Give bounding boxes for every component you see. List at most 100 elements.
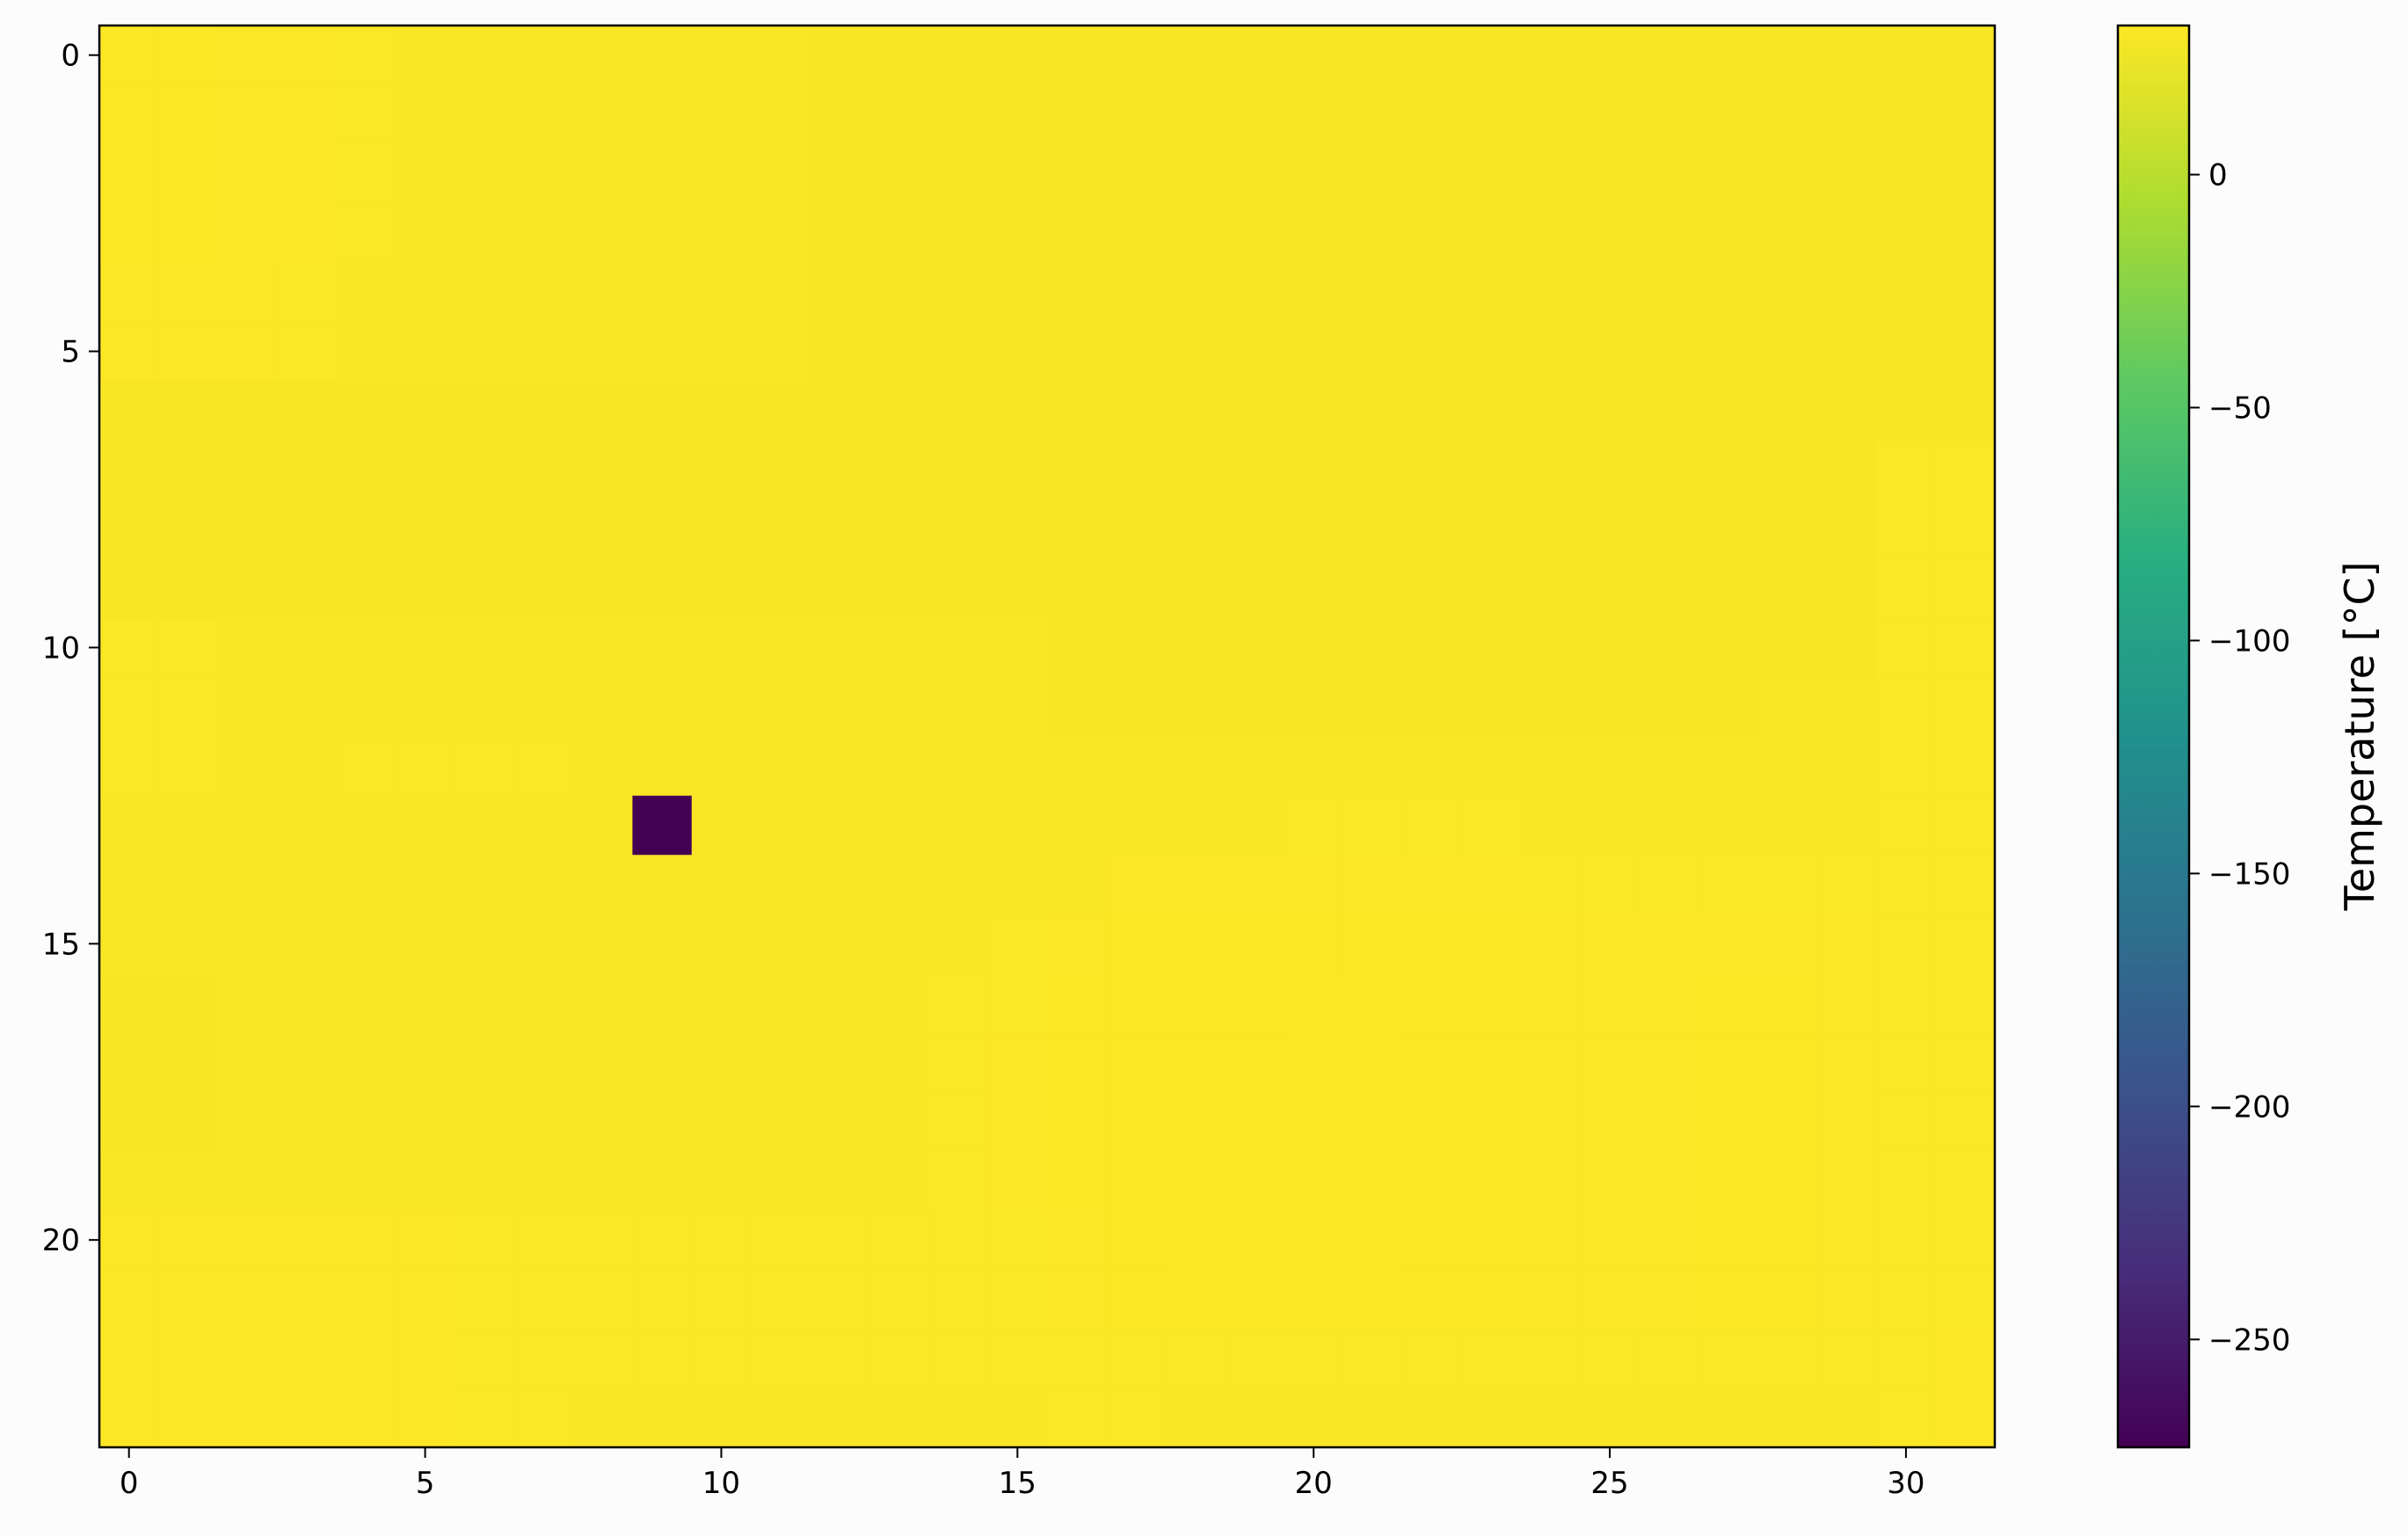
- heatmap-cell: [1342, 1388, 1403, 1448]
- heatmap-cell: [928, 25, 989, 85]
- heatmap-cell: [928, 381, 989, 441]
- heatmap-cell: [987, 25, 1048, 85]
- heatmap-cell: [810, 381, 870, 441]
- heatmap-cell: [1284, 855, 1344, 915]
- heatmap-cell: [1580, 1091, 1640, 1152]
- heatmap-cell: [1461, 84, 1522, 145]
- heatmap-cell: [869, 855, 929, 915]
- heatmap-cell: [1699, 143, 1759, 204]
- heatmap-cell: [1047, 25, 1107, 85]
- heatmap-cell: [691, 677, 752, 738]
- heatmap-cell: [928, 321, 989, 382]
- heatmap-cell: [158, 1269, 219, 1329]
- heatmap-cell: [1461, 1388, 1522, 1448]
- heatmap-cell: [158, 855, 219, 915]
- heatmap-cell: [1165, 84, 1226, 145]
- heatmap-cell: [217, 84, 278, 145]
- heatmap-cell: [1639, 321, 1699, 382]
- heatmap-cell: [1461, 1210, 1522, 1271]
- heatmap-cell: [632, 855, 693, 915]
- heatmap-cell: [928, 143, 989, 204]
- heatmap-cell: [632, 25, 693, 85]
- heatmap-cell: [1876, 1269, 1937, 1329]
- heatmap-cell: [1580, 499, 1640, 559]
- colorbar-tick-label: 0: [2208, 158, 2228, 193]
- heatmap-cell: [1816, 677, 1877, 738]
- heatmap-cell: [1757, 677, 1818, 738]
- heatmap-cell: [158, 914, 219, 974]
- heatmap-cell: [1521, 677, 1581, 738]
- heatmap-cell: [751, 381, 811, 441]
- heatmap-cell: [1047, 1032, 1107, 1093]
- heatmap-cell: [1225, 1151, 1285, 1212]
- heatmap-cell: [691, 914, 752, 974]
- heatmap-cell: [691, 262, 752, 323]
- heatmap-cell: [1521, 1032, 1581, 1093]
- heatmap-cell: [1461, 617, 1522, 678]
- heatmap-cell: [158, 617, 219, 678]
- heatmap-cell: [1876, 262, 1937, 323]
- heatmap-cell: [1521, 558, 1581, 619]
- heatmap-cell: [573, 1329, 633, 1389]
- heatmap-cell: [1580, 440, 1640, 500]
- heatmap-cell: [1935, 1151, 1996, 1212]
- heatmap-cell: [632, 914, 693, 974]
- heatmap-cell: [1284, 203, 1344, 264]
- heatmap-cell: [1639, 1329, 1699, 1389]
- heatmap-cell: [99, 1151, 159, 1212]
- heatmap-cell: [513, 440, 574, 500]
- heatmap-cell: [158, 143, 219, 204]
- heatmap-cell: [1757, 1210, 1818, 1271]
- heatmap-cell: [1876, 1210, 1937, 1271]
- heatmap-cell: [1935, 973, 1996, 1033]
- heatmap-cell: [691, 381, 752, 441]
- heatmap-cell: [928, 1329, 989, 1389]
- heatmap-cell: [1521, 973, 1581, 1033]
- heatmap-cell: [1876, 1329, 1937, 1389]
- heatmap-cell: [691, 1151, 752, 1212]
- heatmap-cell: [1639, 84, 1699, 145]
- heatmap-cell: [987, 558, 1048, 619]
- heatmap-cell: [158, 1329, 219, 1389]
- heatmap-cell: [1402, 1388, 1463, 1448]
- heatmap-cell: [1521, 855, 1581, 915]
- heatmap-cell: [1816, 203, 1877, 264]
- heatmap-cell: [336, 617, 396, 678]
- heatmap-cell: [1342, 262, 1403, 323]
- heatmap-cell: [987, 795, 1048, 856]
- heatmap-cell: [869, 973, 929, 1033]
- heatmap-cell: [1284, 262, 1344, 323]
- heatmap-cell: [751, 143, 811, 204]
- heatmap-cell: [1699, 1329, 1759, 1389]
- heatmap-cell: [1639, 440, 1699, 500]
- heatmap-cell: [1284, 499, 1344, 559]
- heatmap-cell: [277, 1269, 338, 1329]
- y-tick-label: 10: [42, 630, 80, 666]
- heatmap-cell: [1816, 262, 1877, 323]
- heatmap-cell: [1106, 262, 1167, 323]
- heatmap-cell: [1461, 321, 1522, 382]
- heatmap-cell: [1106, 1151, 1167, 1212]
- heatmap-cell: [1047, 795, 1107, 856]
- heatmap-cell: [1461, 1091, 1522, 1152]
- heatmap-cell: [987, 1032, 1048, 1093]
- heatmap-cell: [1106, 1210, 1167, 1271]
- heatmap-cell: [1699, 677, 1759, 738]
- heatmap-cell: [1106, 499, 1167, 559]
- heatmap-cell: [1165, 499, 1226, 559]
- heatmap-cell: [810, 795, 870, 856]
- heatmap-cell: [1106, 203, 1167, 264]
- heatmap-cell: [158, 1388, 219, 1448]
- heatmap-plot-frame: [98, 24, 1997, 1449]
- heatmap-cell: [1342, 1210, 1403, 1271]
- heatmap-cell: [1699, 1269, 1759, 1329]
- heatmap-cell: [1402, 1329, 1463, 1389]
- heatmap-cell: [1165, 203, 1226, 264]
- heatmap-cell: [217, 499, 278, 559]
- heatmap-cell: [158, 677, 219, 738]
- heatmap-cell: [1342, 1329, 1403, 1389]
- heatmap-cell: [1284, 558, 1344, 619]
- heatmap-cell: [277, 973, 338, 1033]
- heatmap-cell: [1106, 84, 1167, 145]
- heatmap-cell: [455, 381, 515, 441]
